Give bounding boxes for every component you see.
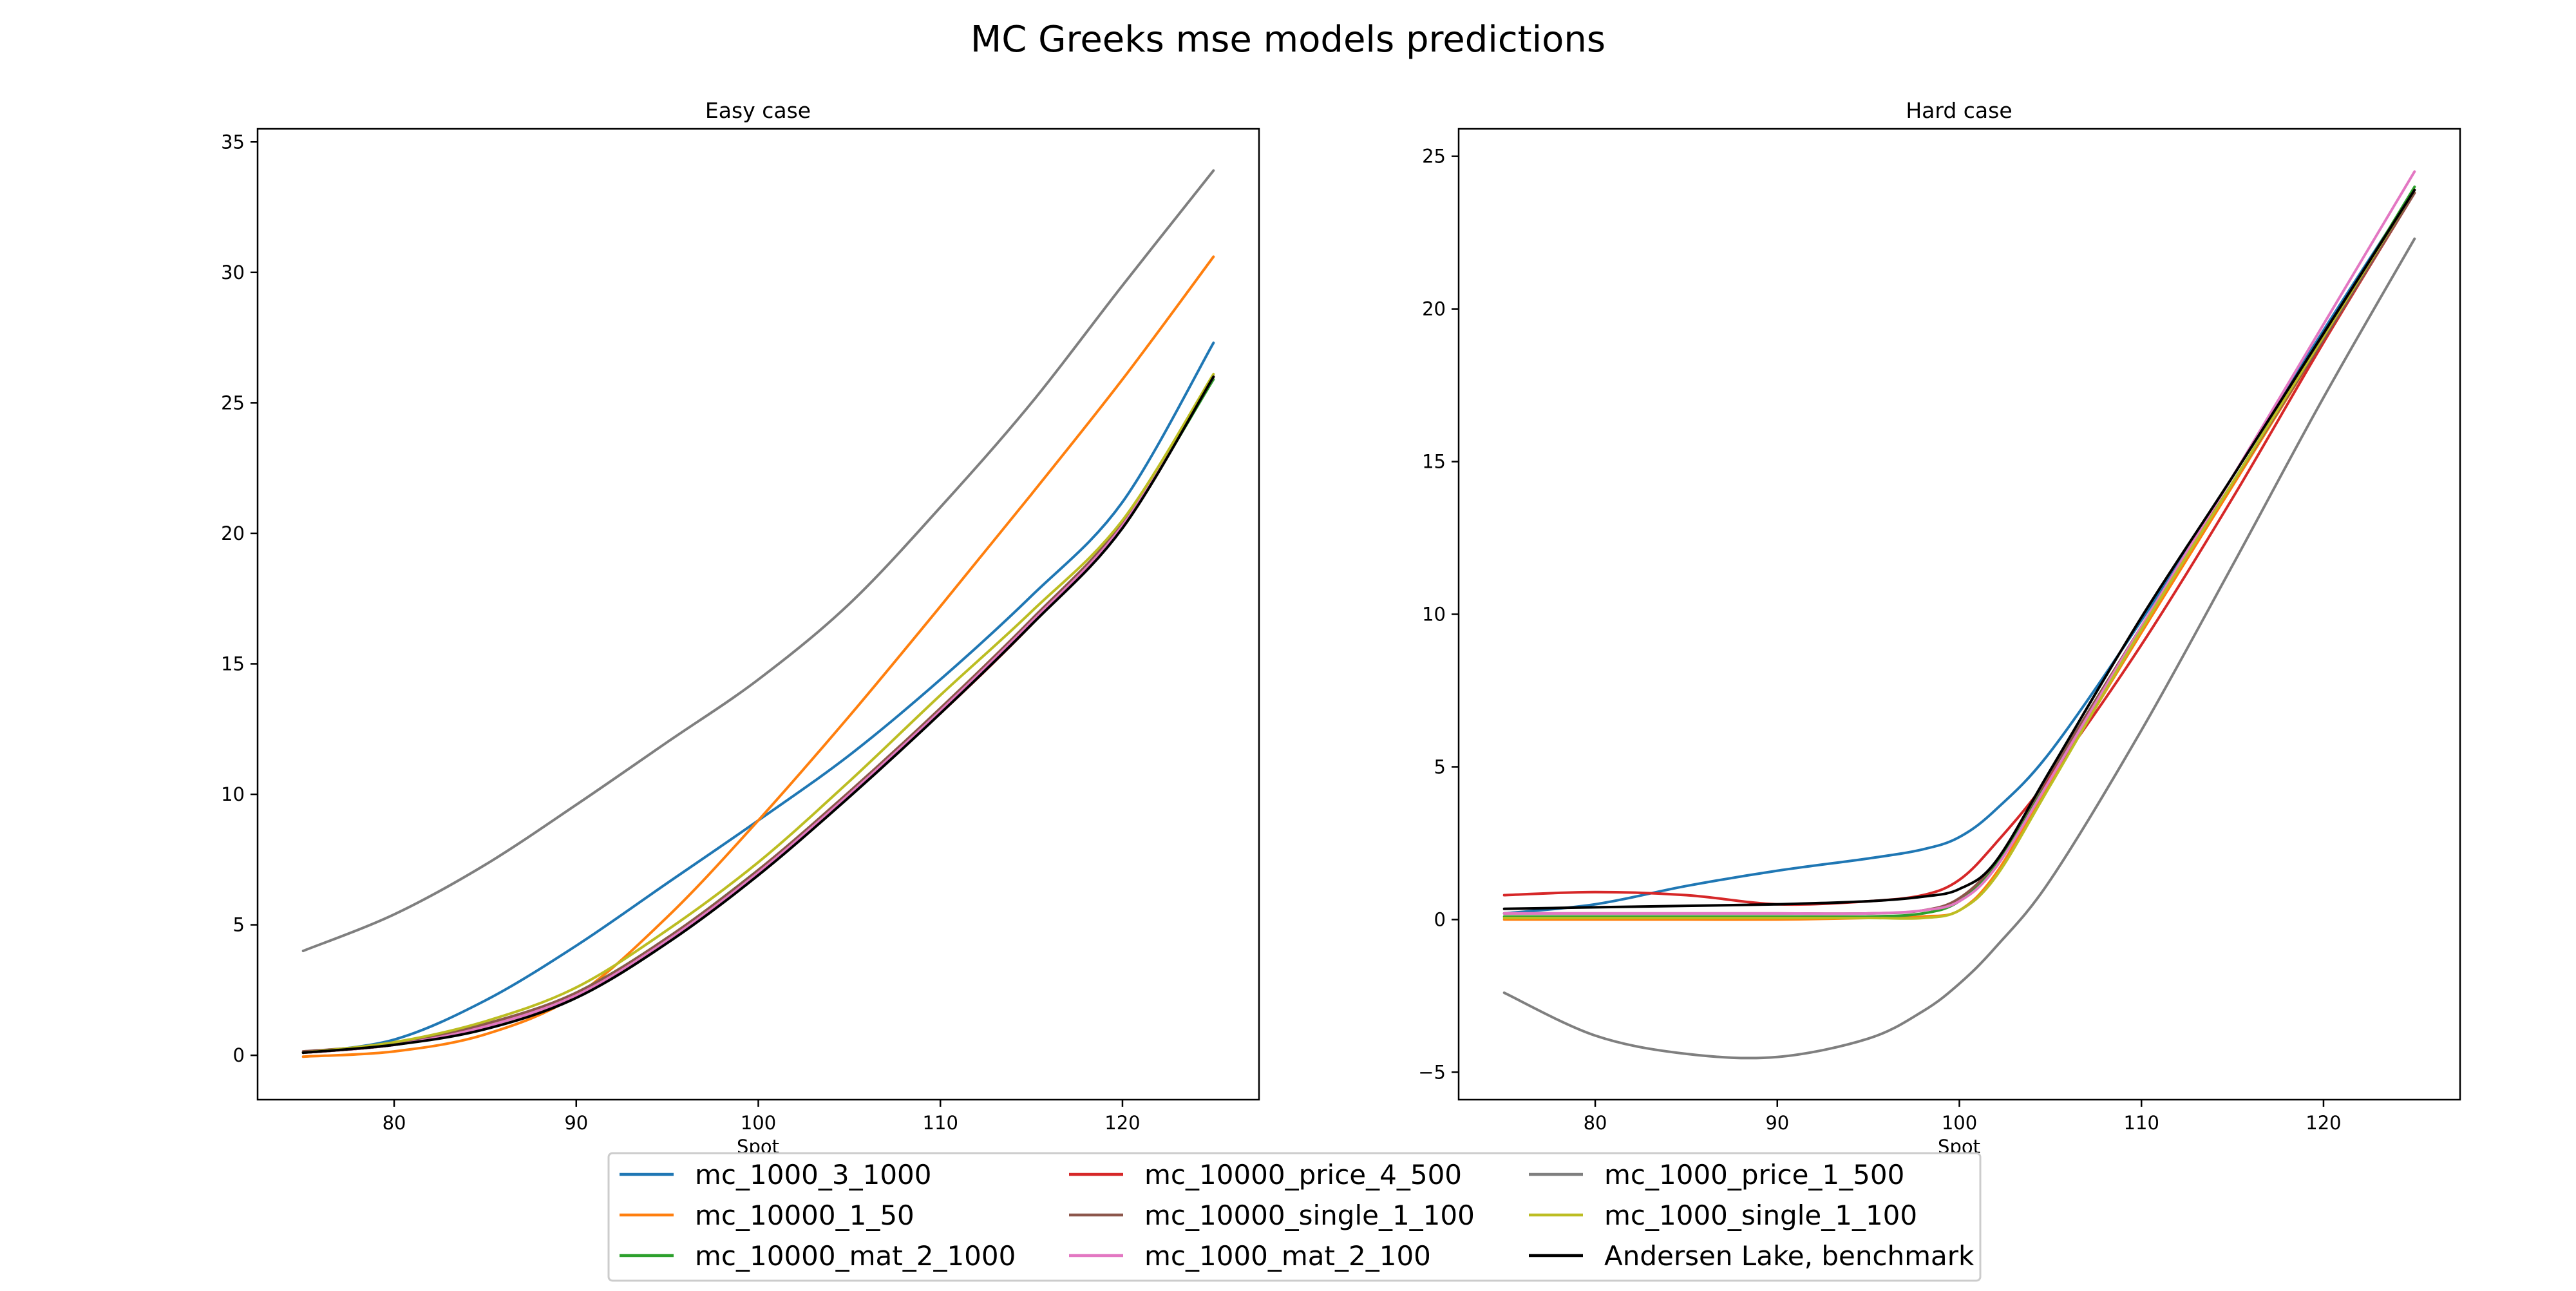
legend-label-mc-1000-mat-2-100: mc_1000_mat_2_100	[1144, 1240, 1431, 1272]
easy-case-axes-frame	[256, 128, 1260, 1101]
legend-label-mc-10000-1-50: mc_10000_1_50	[695, 1200, 914, 1231]
hard-case-x-tick-label-110: 110	[2124, 1112, 2159, 1134]
hard-case-y-tick-label-5: −5	[1418, 1061, 1446, 1083]
easy-case-x-tick-label-110: 110	[923, 1112, 958, 1134]
easy-case-y-tick-label-10: 10	[221, 783, 245, 805]
hard-case-series-line-mc-10000-1-50	[1502, 188, 2416, 921]
hard-case-title: Hard case	[1906, 98, 2012, 123]
hard-case-axes-frame	[1457, 128, 2461, 1101]
easy-case-series-line-mc-1000-mat-2-100	[301, 375, 1215, 1055]
legend-label-mc-1000-price-1-500: mc_1000_price_1_500	[1604, 1159, 1904, 1191]
legend-frame	[607, 1152, 1982, 1282]
hard-case-series-line-mc-1000-3-1000	[1502, 188, 2416, 915]
legend: mc_1000_3_1000 mc_10000_1_50 mc_10000_mat_…	[607, 1152, 1982, 1282]
easy-case-series-line-mc-1000-single-1-100	[301, 372, 1215, 1055]
hard-case-series-line-mc-10000-single-1-100	[1502, 191, 2416, 915]
hard-case-series-group	[1502, 170, 2416, 1060]
hard-case-series-line-andersen-lake-benchmark	[1502, 188, 2416, 910]
hard-case-y-tick-label-20: 20	[1422, 298, 1446, 320]
hard-case-y-tick-label-15: 15	[1422, 451, 1446, 473]
easy-case-x-tick-label-80: 80	[383, 1112, 406, 1134]
legend-label-mc-1000-3-1000: mc_1000_3_1000	[695, 1159, 932, 1191]
legend-label-andersen-lake-benchmark: Andersen Lake, benchmark	[1604, 1240, 1975, 1272]
legend-label-mc-10000-price-4-500: mc_10000_price_4_500	[1144, 1159, 1462, 1191]
hard-case-x-tick-label-90: 90	[1765, 1112, 1789, 1134]
easy-case-series-group	[301, 169, 1215, 1058]
easy-case-title: Easy case	[705, 98, 811, 123]
easy-case-y-tick-label-15: 15	[221, 653, 245, 674]
hard-case-series-line-mc-1000-mat-2-100	[1502, 170, 2416, 915]
hard-case-y-tick-label-5: 5	[1434, 756, 1446, 778]
easy-case-y-tick-label-0: 0	[233, 1044, 245, 1066]
easy-case-x-tick-label-120: 120	[1104, 1112, 1140, 1134]
hard-case-y-tick-label-25: 25	[1422, 146, 1446, 167]
easy-case-y-tick-label-25: 25	[221, 392, 245, 414]
easy-case-axes: Easy case Spot 80 90 100 110 120051015202530…	[221, 98, 1260, 1158]
legend-label-mc-10000-single-1-100: mc_10000_single_1_100	[1144, 1200, 1475, 1231]
easy-case-x-tick-label-90: 90	[564, 1112, 588, 1134]
legend-label-mc-10000-mat-2-1000: mc_10000_mat_2_1000	[695, 1240, 1016, 1272]
easy-case-series-line-mc-10000-single-1-100	[301, 375, 1215, 1053]
hard-case-x-tick-label-100: 100	[1942, 1112, 1977, 1134]
easy-case-series-line-mc-10000-price-4-500	[301, 375, 1215, 1055]
easy-case-series-line-mc-1000-price-1-500	[301, 169, 1215, 953]
easy-case-x-tick-label-100: 100	[741, 1112, 776, 1134]
hard-case-y-tick-label-0: 0	[1434, 908, 1446, 930]
hard-case-series-line-mc-1000-single-1-100	[1502, 188, 2416, 920]
figure-title: MC Greeks mse models predictions	[971, 19, 1605, 61]
easy-case-y-tick-label-5: 5	[233, 914, 245, 936]
hard-case-y-tick-label-10: 10	[1422, 604, 1446, 626]
hard-case-series-line-mc-10000-mat-2-1000	[1502, 186, 2416, 919]
hard-case-x-tick-label-80: 80	[1584, 1112, 1607, 1134]
hard-case-x-tick-label-120: 120	[2306, 1112, 2341, 1134]
easy-case-series-line-mc-10000-1-50	[301, 255, 1215, 1058]
hard-case-series-line-mc-10000-price-4-500	[1502, 191, 2416, 906]
easy-case-series-line-andersen-lake-benchmark	[301, 375, 1215, 1055]
easy-case-series-line-mc-10000-mat-2-1000	[301, 378, 1215, 1055]
hard-case-series-line-mc-1000-price-1-500	[1502, 237, 2416, 1060]
easy-case-y-tick-label-30: 30	[221, 262, 245, 283]
easy-case-series-line-mc-1000-3-1000	[301, 341, 1215, 1055]
easy-case-y-tick-label-35: 35	[221, 131, 245, 153]
legend-label-mc-1000-single-1-100: mc_1000_single_1_100	[1604, 1200, 1917, 1231]
easy-case-y-tick-label-20: 20	[221, 522, 245, 544]
